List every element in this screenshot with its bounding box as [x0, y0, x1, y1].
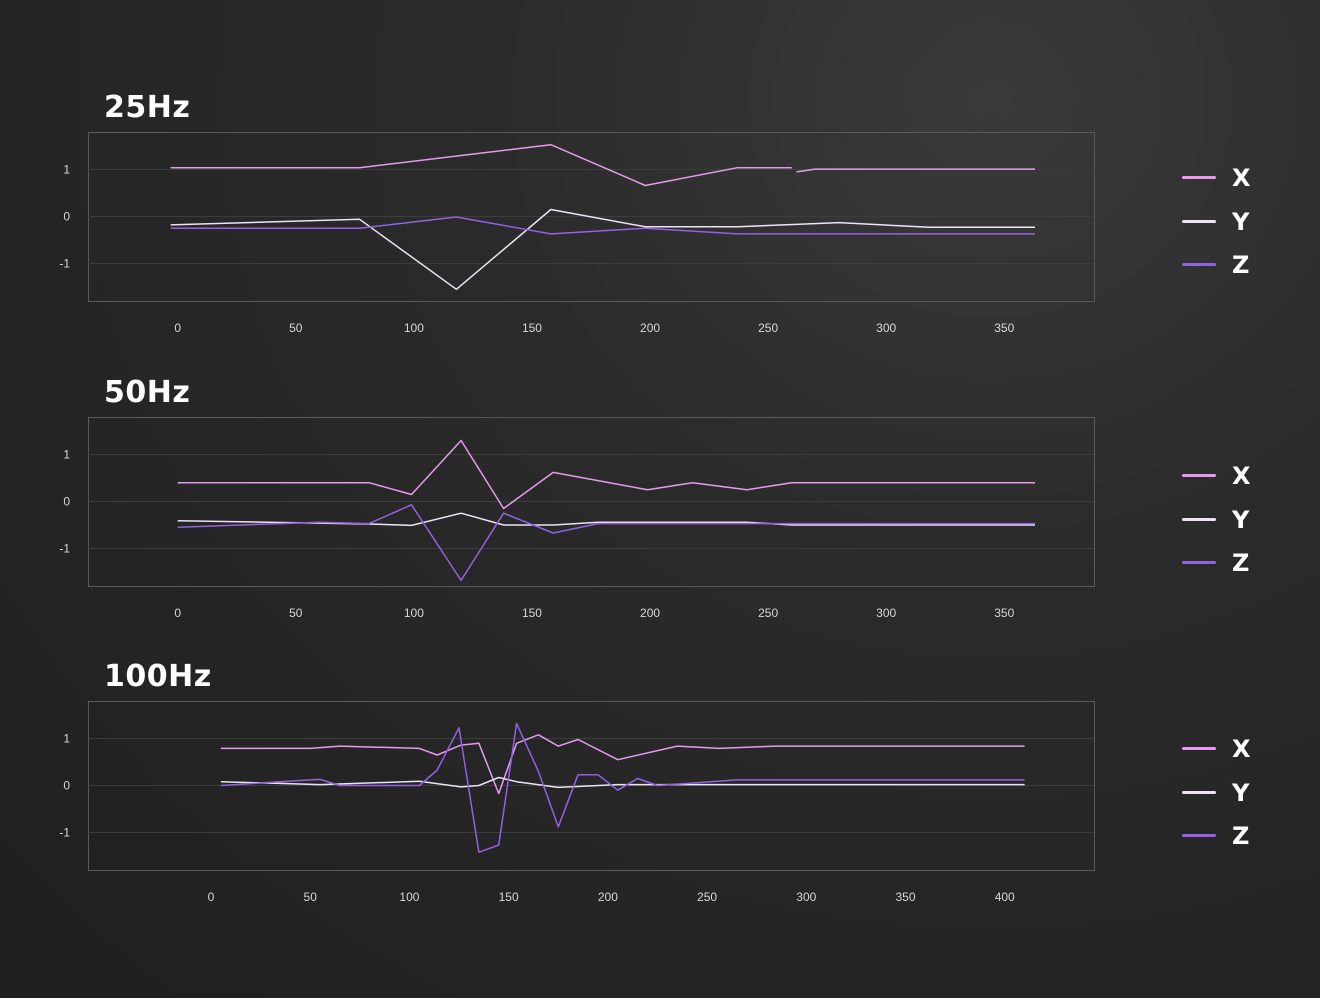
y-tick-label: 0 — [63, 495, 70, 509]
legend-label-x: X — [1232, 462, 1251, 490]
legend-swatch-x — [1182, 176, 1216, 179]
legend-label-z: Z — [1232, 549, 1250, 577]
y-tick-label: -1 — [59, 256, 70, 270]
series-line-y — [220, 776, 1025, 789]
series-line-z — [220, 722, 1025, 853]
x-tick-label: 100 — [399, 890, 419, 904]
legend-label-x: X — [1232, 164, 1251, 192]
legend-item-z: Z — [1182, 548, 1282, 578]
x-tick-label: 200 — [598, 890, 618, 904]
x-tick-label: 150 — [522, 321, 542, 335]
legend-label-y: Y — [1232, 779, 1250, 807]
series-line-z — [170, 216, 1035, 235]
legend-label-x: X — [1232, 735, 1251, 763]
legend-label-z: Z — [1232, 251, 1250, 279]
x-tick-label: 100 — [404, 321, 424, 335]
x-tick-label: 200 — [640, 321, 660, 335]
legend-item-z: Z — [1182, 250, 1282, 280]
legend-item-y: Y — [1182, 778, 1282, 808]
series-line-y — [170, 208, 1035, 291]
x-tick-label: 0 — [208, 890, 215, 904]
legend-swatch-y — [1182, 791, 1216, 794]
legend-label-y: Y — [1232, 208, 1250, 236]
line-chart-100hz: 1 0 -1 0 50 100 150 200 250 300 350 400 — [59, 701, 1095, 904]
x-tick-label: 300 — [876, 321, 896, 335]
legend-item-y: Y — [1182, 505, 1282, 535]
x-tick-label: 50 — [289, 321, 303, 335]
x-tick-label: 300 — [876, 606, 896, 620]
legend-swatch-y — [1182, 220, 1216, 223]
legend-swatch-z — [1182, 561, 1216, 564]
x-tick-label: 50 — [289, 606, 303, 620]
x-tick-label: 350 — [895, 890, 915, 904]
legend-swatch-x — [1182, 474, 1216, 477]
x-tick-label: 150 — [522, 606, 542, 620]
x-tick-label: 250 — [697, 890, 717, 904]
x-tick-label: 0 — [174, 321, 181, 335]
chart-title: 100Hz — [104, 659, 212, 694]
series-line-z — [177, 504, 1035, 582]
legend-item-x: X — [1182, 461, 1282, 491]
x-tick-label: 200 — [640, 606, 660, 620]
line-chart-50hz: 1 0 -1 0 50 100 150 200 250 300 350 — [59, 417, 1095, 620]
x-tick-label: 0 — [174, 606, 181, 620]
series-line-x — [796, 168, 1035, 173]
series-line-x — [170, 143, 792, 187]
chart-title: 25Hz — [104, 90, 191, 125]
legend-swatch-z — [1182, 263, 1216, 266]
y-tick-label: 1 — [63, 448, 70, 462]
chart-title: 50Hz — [104, 375, 191, 410]
x-tick-label: 300 — [796, 890, 816, 904]
y-tick-label: 0 — [63, 210, 70, 224]
x-tick-label: 350 — [994, 321, 1014, 335]
series-line-x — [220, 734, 1025, 795]
y-tick-label: 1 — [63, 163, 70, 177]
line-chart-25hz: 1 0 -1 0 50 100 150 200 250 300 350 — [59, 132, 1095, 335]
x-tick-label: 250 — [758, 606, 778, 620]
x-tick-label: 50 — [304, 890, 318, 904]
x-tick-label: 250 — [758, 321, 778, 335]
legend-item-x: X — [1182, 163, 1282, 193]
y-tick-label: -1 — [59, 541, 70, 555]
x-tick-label: 400 — [995, 890, 1015, 904]
legend-item-z: Z — [1182, 821, 1282, 851]
legend-label-y: Y — [1232, 506, 1250, 534]
legend-swatch-z — [1182, 834, 1216, 837]
y-tick-label: -1 — [59, 825, 70, 839]
legend-swatch-y — [1182, 518, 1216, 521]
legend-item-x: X — [1182, 734, 1282, 764]
legend-label-z: Z — [1232, 822, 1250, 850]
x-tick-label: 350 — [994, 606, 1014, 620]
series-line-x — [177, 439, 1035, 510]
y-tick-label: 1 — [63, 732, 70, 746]
legend-swatch-x — [1182, 747, 1216, 750]
x-tick-label: 150 — [499, 890, 519, 904]
legend-item-y: Y — [1182, 207, 1282, 237]
x-tick-label: 100 — [404, 606, 424, 620]
y-tick-label: 0 — [63, 779, 70, 793]
